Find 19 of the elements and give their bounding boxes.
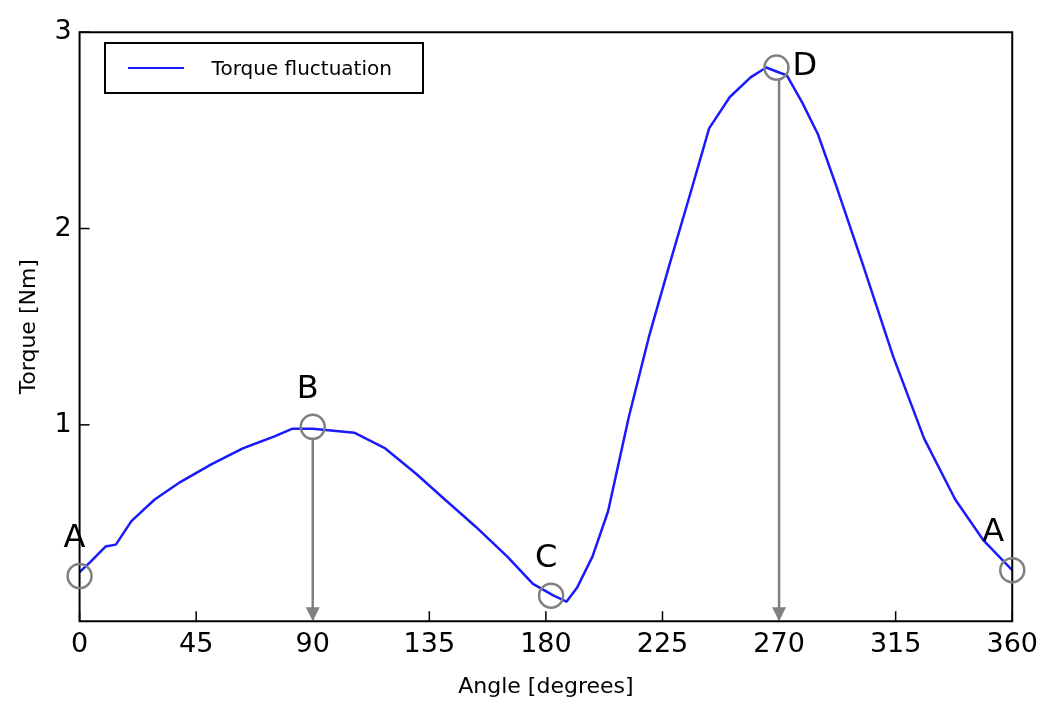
y-axis-title: Torque [Nm]	[14, 259, 40, 396]
y-tick-label: 3	[54, 14, 72, 46]
annotation: D	[792, 44, 818, 83]
x-tick-label: 360	[986, 627, 1039, 659]
legend-label: Torque fluctuation	[211, 56, 392, 81]
x-tick-label: 270	[753, 627, 805, 659]
annotation: C	[535, 536, 558, 575]
x-tick-label: 225	[636, 627, 689, 659]
annotation: A	[982, 511, 1005, 550]
x-axis-title: Angle [degrees]	[458, 672, 634, 698]
x-tick-label: 0	[70, 627, 89, 659]
x-tick-label: 90	[295, 627, 330, 659]
x-tick-label: 135	[403, 627, 456, 659]
annotation: B	[296, 367, 319, 406]
x-tick-label: 315	[869, 627, 922, 659]
x-tick-label: 180	[520, 627, 572, 659]
x-tick-label: 45	[178, 627, 214, 659]
y-tick-label: 1	[54, 406, 72, 438]
y-tick-label: 2	[54, 210, 72, 242]
